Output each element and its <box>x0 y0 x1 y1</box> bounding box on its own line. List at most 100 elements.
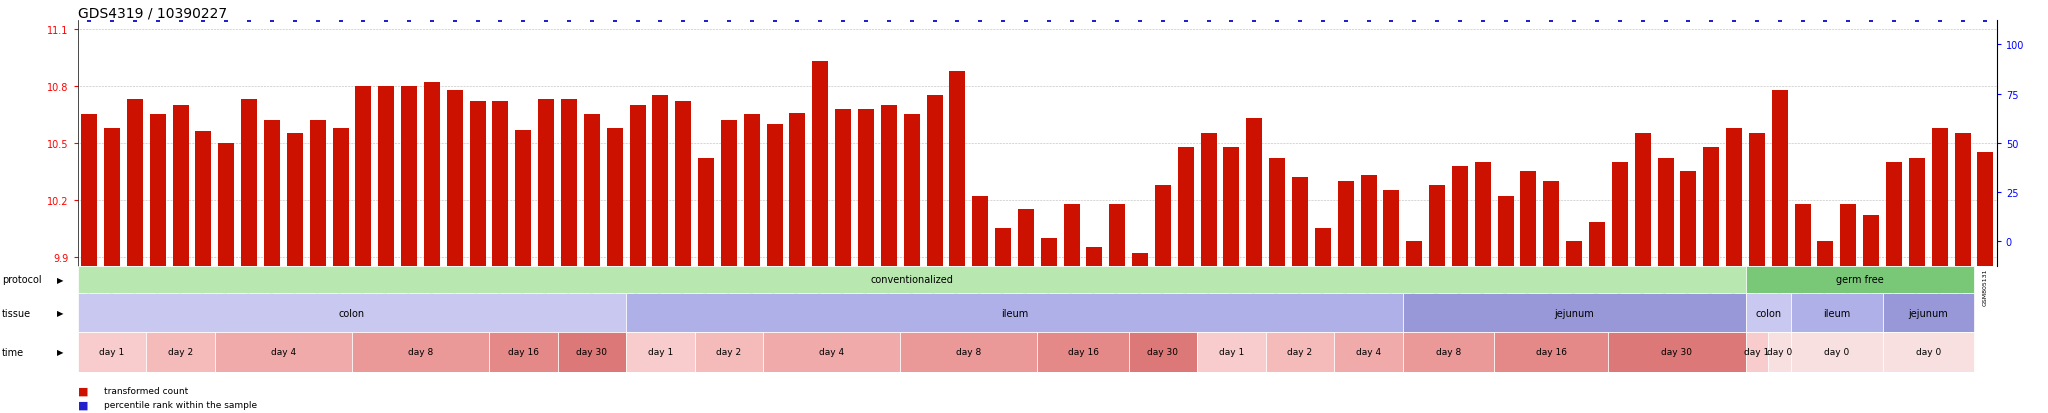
Bar <box>1155 185 1171 266</box>
Text: ▶: ▶ <box>57 275 63 284</box>
Bar <box>1110 204 1124 266</box>
Point <box>1032 17 1065 24</box>
Point <box>1237 17 1270 24</box>
Point <box>1649 17 1681 24</box>
Bar <box>1794 204 1810 266</box>
Point <box>1055 17 1087 24</box>
Bar <box>1407 242 1421 266</box>
Point <box>1581 17 1614 24</box>
Text: ▶: ▶ <box>57 309 63 317</box>
Text: conventionalized: conventionalized <box>870 275 952 285</box>
Bar <box>1430 185 1446 266</box>
Bar <box>401 87 418 266</box>
Point <box>1923 17 1956 24</box>
Bar <box>1018 210 1034 266</box>
Point <box>530 17 563 24</box>
Point <box>1718 17 1751 24</box>
Point <box>850 17 883 24</box>
Text: ileum: ileum <box>1001 308 1028 318</box>
Bar <box>743 115 760 266</box>
Text: germ free: germ free <box>1835 275 1884 285</box>
Point <box>1559 17 1591 24</box>
Bar <box>78 266 1745 293</box>
Bar <box>127 100 143 266</box>
Bar <box>446 90 463 266</box>
Bar <box>1882 293 1974 332</box>
Point <box>1214 17 1247 24</box>
Bar <box>1772 90 1788 266</box>
Point <box>1855 17 1888 24</box>
Bar <box>1520 172 1536 266</box>
Bar <box>356 87 371 266</box>
Bar <box>1909 159 1925 266</box>
Text: day 16: day 16 <box>508 348 539 356</box>
Point <box>1352 17 1384 24</box>
Bar <box>1745 332 1767 372</box>
Bar <box>1954 134 1970 266</box>
Bar <box>1792 293 1882 332</box>
Bar <box>264 121 281 266</box>
Text: day 0: day 0 <box>1915 348 1942 356</box>
Point <box>438 17 471 24</box>
Bar <box>195 132 211 266</box>
Point <box>1192 17 1225 24</box>
Point <box>1262 17 1294 24</box>
Bar <box>606 128 623 266</box>
Bar <box>1567 242 1583 266</box>
Text: day 1: day 1 <box>100 348 125 356</box>
Bar <box>309 121 326 266</box>
Bar <box>1931 128 1948 266</box>
Bar <box>539 100 555 266</box>
Point <box>690 17 723 24</box>
Point <box>346 17 379 24</box>
Point <box>74 17 106 24</box>
Bar <box>788 113 805 266</box>
Bar <box>1841 204 1855 266</box>
Point <box>1878 17 1911 24</box>
Point <box>987 17 1020 24</box>
Point <box>1901 17 1933 24</box>
Text: day 30: day 30 <box>1147 348 1178 356</box>
Point <box>1808 17 1841 24</box>
Bar <box>492 102 508 266</box>
Bar <box>1475 162 1491 266</box>
Bar <box>653 96 668 266</box>
Point <box>553 17 586 24</box>
Text: day 2: day 2 <box>717 348 741 356</box>
Bar <box>903 115 920 266</box>
Point <box>713 17 745 24</box>
Point <box>1399 17 1432 24</box>
Text: day 1: day 1 <box>647 348 674 356</box>
Point <box>1307 17 1339 24</box>
Point <box>141 17 174 24</box>
Bar <box>1360 176 1376 266</box>
Point <box>96 17 129 24</box>
Point <box>461 17 494 24</box>
Bar <box>516 130 530 266</box>
Bar <box>150 115 166 266</box>
Bar <box>1978 153 1993 266</box>
Bar <box>1266 332 1335 372</box>
Point <box>1147 17 1180 24</box>
Point <box>1946 17 1978 24</box>
Bar <box>82 115 96 266</box>
Bar <box>721 121 737 266</box>
Point <box>575 17 608 24</box>
Bar <box>1403 332 1495 372</box>
Text: day 2: day 2 <box>1288 348 1313 356</box>
Point <box>643 17 676 24</box>
Bar <box>1704 147 1718 266</box>
Point <box>965 17 997 24</box>
Text: jejunum: jejunum <box>1554 308 1593 318</box>
Bar <box>950 72 965 266</box>
Point <box>621 17 653 24</box>
Point <box>1763 17 1796 24</box>
Bar <box>973 197 989 266</box>
Bar <box>1589 223 1606 266</box>
Point <box>1374 17 1407 24</box>
Bar <box>901 332 1036 372</box>
Point <box>279 17 311 24</box>
Point <box>1329 17 1362 24</box>
Point <box>895 17 928 24</box>
Point <box>735 17 768 24</box>
